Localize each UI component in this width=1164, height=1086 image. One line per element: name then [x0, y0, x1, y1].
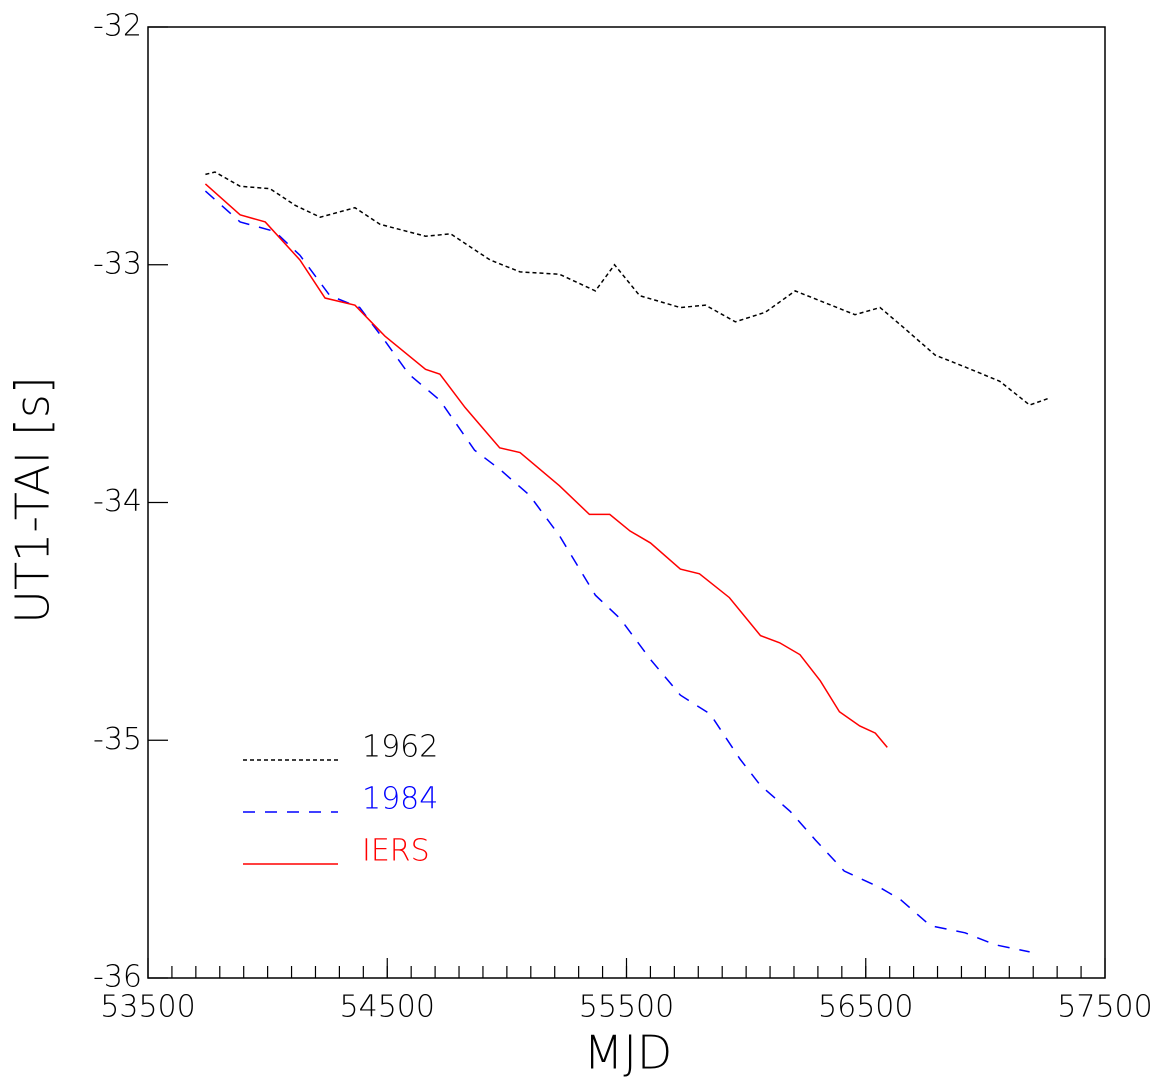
x-tick-label: 57500	[1057, 990, 1152, 1025]
data-line	[204, 190, 1030, 953]
data-line	[204, 183, 888, 748]
x-tick-label: 56500	[818, 990, 913, 1025]
y-axis-label: UT1-TAI [s]	[6, 376, 60, 623]
legend-label: 1962	[362, 730, 438, 765]
y-tick-label: -32	[93, 9, 142, 44]
y-tick-label: -33	[93, 246, 142, 281]
x-tick-label: 53500	[100, 990, 195, 1025]
legend-label: IERS	[362, 834, 430, 869]
y-tick-label: -36	[93, 960, 142, 995]
y-tick-label: -35	[93, 722, 142, 757]
x-tick-label: 55500	[579, 990, 674, 1025]
legend-label: 1984	[362, 782, 438, 817]
y-tick-label: -34	[93, 484, 142, 519]
x-axis-label: MJD	[584, 1026, 673, 1080]
plot-frame	[147, 26, 1106, 979]
x-tick-label: 54500	[340, 990, 435, 1025]
data-line	[205, 171, 1051, 406]
